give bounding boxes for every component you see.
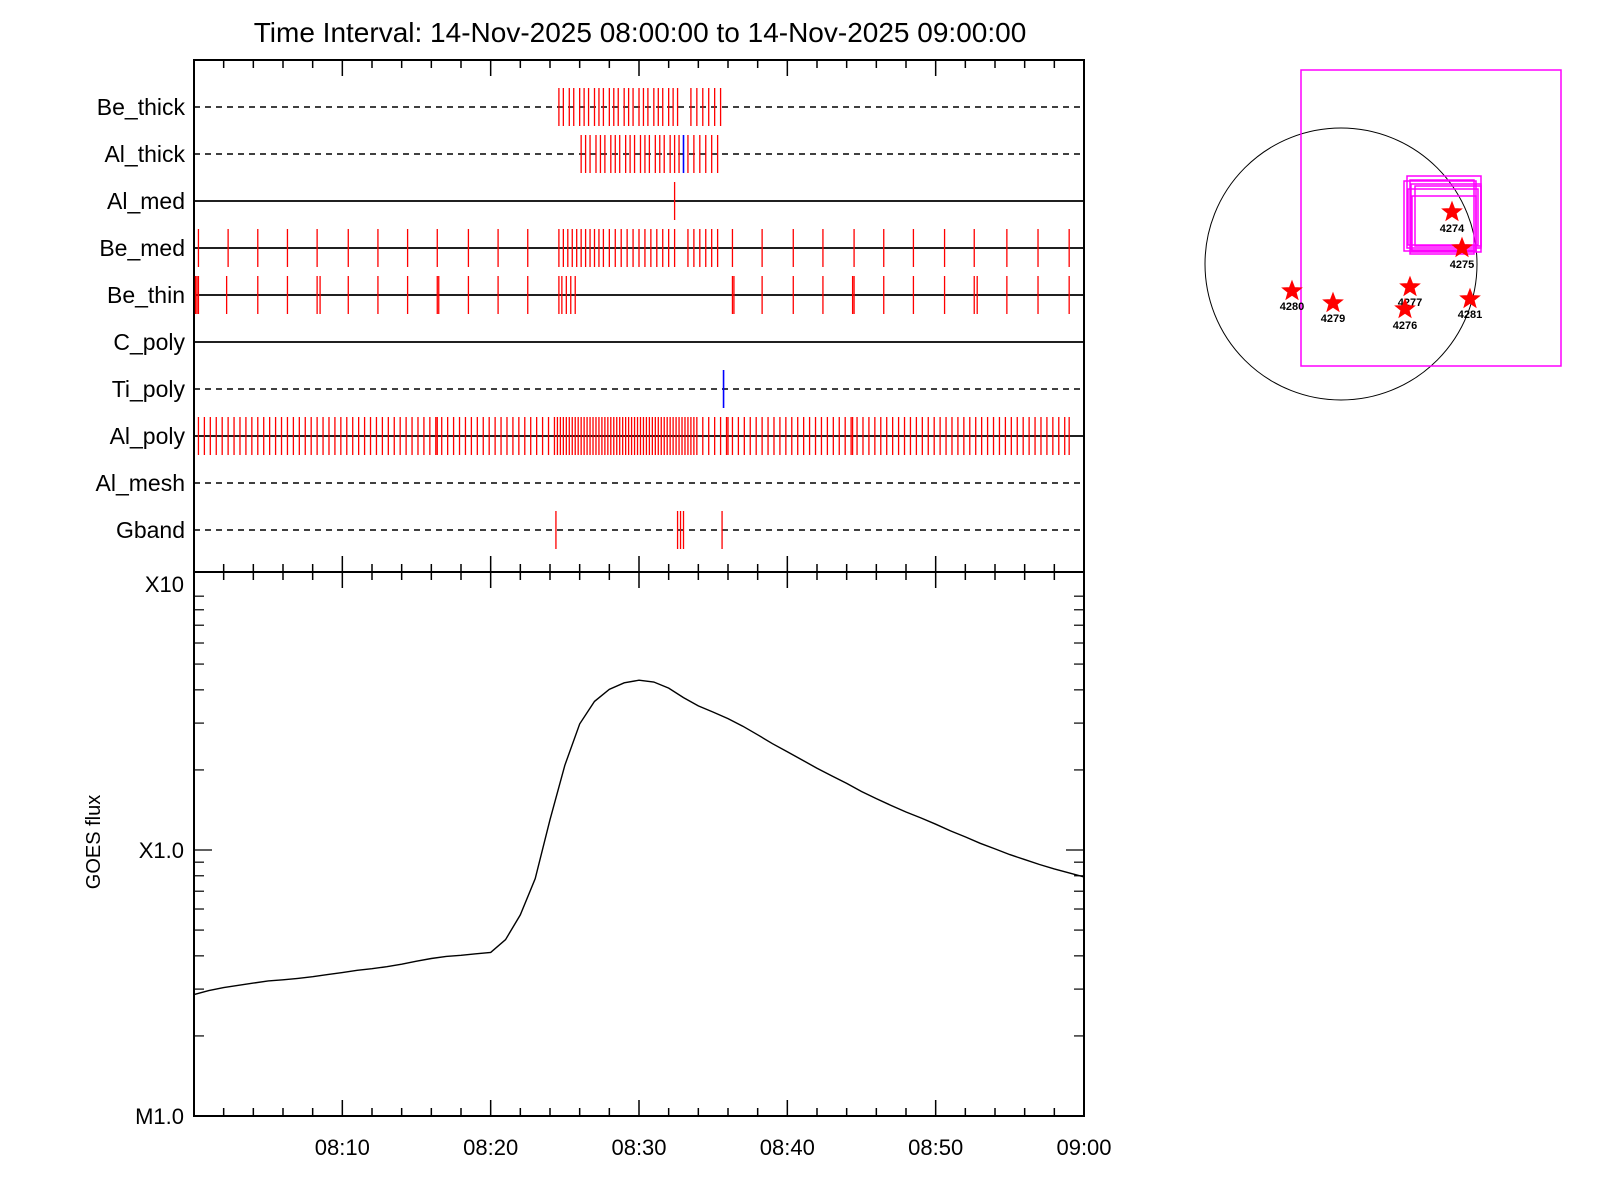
y-tick-label: X10 — [145, 572, 184, 597]
star-icon — [1322, 291, 1344, 313]
active-region: 4275 — [1450, 236, 1474, 271]
figure-title: Time Interval: 14-Nov-2025 08:00:00 to 1… — [254, 17, 1027, 48]
active-region-markers: 4274 4275 4277 4276 4280 4279 4281 — [1280, 200, 1482, 332]
ar-number-label: 4279 — [1321, 313, 1345, 325]
star-icon — [1394, 297, 1416, 319]
x-tick-label: 08:50 — [908, 1135, 963, 1160]
timeline-row: Al_mesh — [96, 470, 1084, 496]
active-region: 4281 — [1458, 287, 1482, 321]
channel-label: Al_mesh — [96, 470, 185, 496]
timeline-row: Al_med — [107, 182, 1084, 220]
star-icon — [1281, 279, 1303, 301]
channel-label: C_poly — [113, 329, 185, 355]
x-tick-label: 08:20 — [463, 1135, 518, 1160]
x-tick-label: 08:10 — [315, 1135, 370, 1160]
channel-label: Al_poly — [110, 423, 186, 449]
timeline-frame — [193, 59, 1085, 573]
channel-label: Al_med — [107, 188, 185, 214]
timeline-row: C_poly — [113, 329, 1084, 355]
active-region: 4279 — [1321, 291, 1345, 325]
solar-disk — [1204, 127, 1478, 401]
active-region: 4274 — [1440, 200, 1465, 235]
timeline-row: Be_thick — [97, 88, 1084, 126]
active-region: 4277 — [1398, 275, 1422, 309]
small-fov-boxes — [1403, 175, 1482, 255]
ar-number-label: 4274 — [1440, 223, 1465, 235]
timeline-row: Be_thin — [107, 276, 1084, 314]
large-fov-box — [1300, 69, 1562, 367]
timeline-row: Gband — [116, 511, 1084, 549]
goes-y-axis-label: GOES flux — [83, 795, 105, 889]
ar-number-label: 4275 — [1450, 259, 1474, 271]
timeline-x-ticks — [193, 60, 1085, 572]
timeline-row: Ti_poly — [112, 370, 1084, 408]
channel-label: Be_thin — [107, 282, 185, 308]
solar-disk-locator: 4274 4275 4277 4276 4280 4279 4281 — [1204, 69, 1562, 401]
channel-label: Be_med — [99, 235, 185, 261]
y-tick-label: X1.0 — [139, 838, 184, 863]
goes-axis-ticks: M1.0 X1.0 X10 08:10 08:20 08:30 08:40 08:50 09:0… — [135, 572, 1112, 1160]
active-region: 4280 — [1280, 279, 1304, 313]
active-region: 4276 — [1393, 297, 1417, 332]
goes-frame — [193, 571, 1085, 1117]
x-tick-label: 08:30 — [611, 1135, 666, 1160]
fov-box — [1409, 179, 1475, 255]
channel-label: Ti_poly — [112, 376, 186, 402]
ar-number-label: 4280 — [1280, 301, 1304, 313]
ar-number-label: 4281 — [1458, 309, 1482, 321]
channel-label: Gband — [116, 517, 185, 543]
timeline-row: Be_med — [99, 229, 1084, 267]
star-icon — [1451, 236, 1473, 258]
fov-box — [1410, 183, 1482, 253]
timeline-row: Al_thick — [104, 135, 1084, 173]
filter-timeline-panel: Be_thick Al_thick Al_med Be_med Be_thin C_pol… — [96, 59, 1085, 573]
channel-label: Al_thick — [104, 141, 185, 167]
star-icon — [1441, 200, 1463, 222]
ar-number-label: 4276 — [1393, 320, 1417, 332]
timeline-row: Al_poly — [110, 417, 1084, 455]
star-icon — [1399, 275, 1421, 297]
fov-box — [1411, 195, 1477, 251]
channel-label: Be_thick — [97, 94, 186, 120]
star-icon — [1459, 287, 1481, 309]
timeline-rows: Be_thick Al_thick Al_med Be_med Be_thin C_pol… — [96, 88, 1084, 549]
x-tick-label: 09:00 — [1056, 1135, 1111, 1160]
fov-box — [1407, 188, 1479, 246]
x-tick-label: 08:40 — [760, 1135, 815, 1160]
fov-box — [1414, 185, 1482, 247]
goes-flux-series-line — [193, 679, 1085, 996]
y-tick-label: M1.0 — [135, 1104, 184, 1129]
goes-flux-panel: M1.0 X1.0 X10 08:10 08:20 08:30 08:40 08:50 09:0… — [83, 571, 1112, 1160]
fov-box — [1406, 175, 1482, 249]
